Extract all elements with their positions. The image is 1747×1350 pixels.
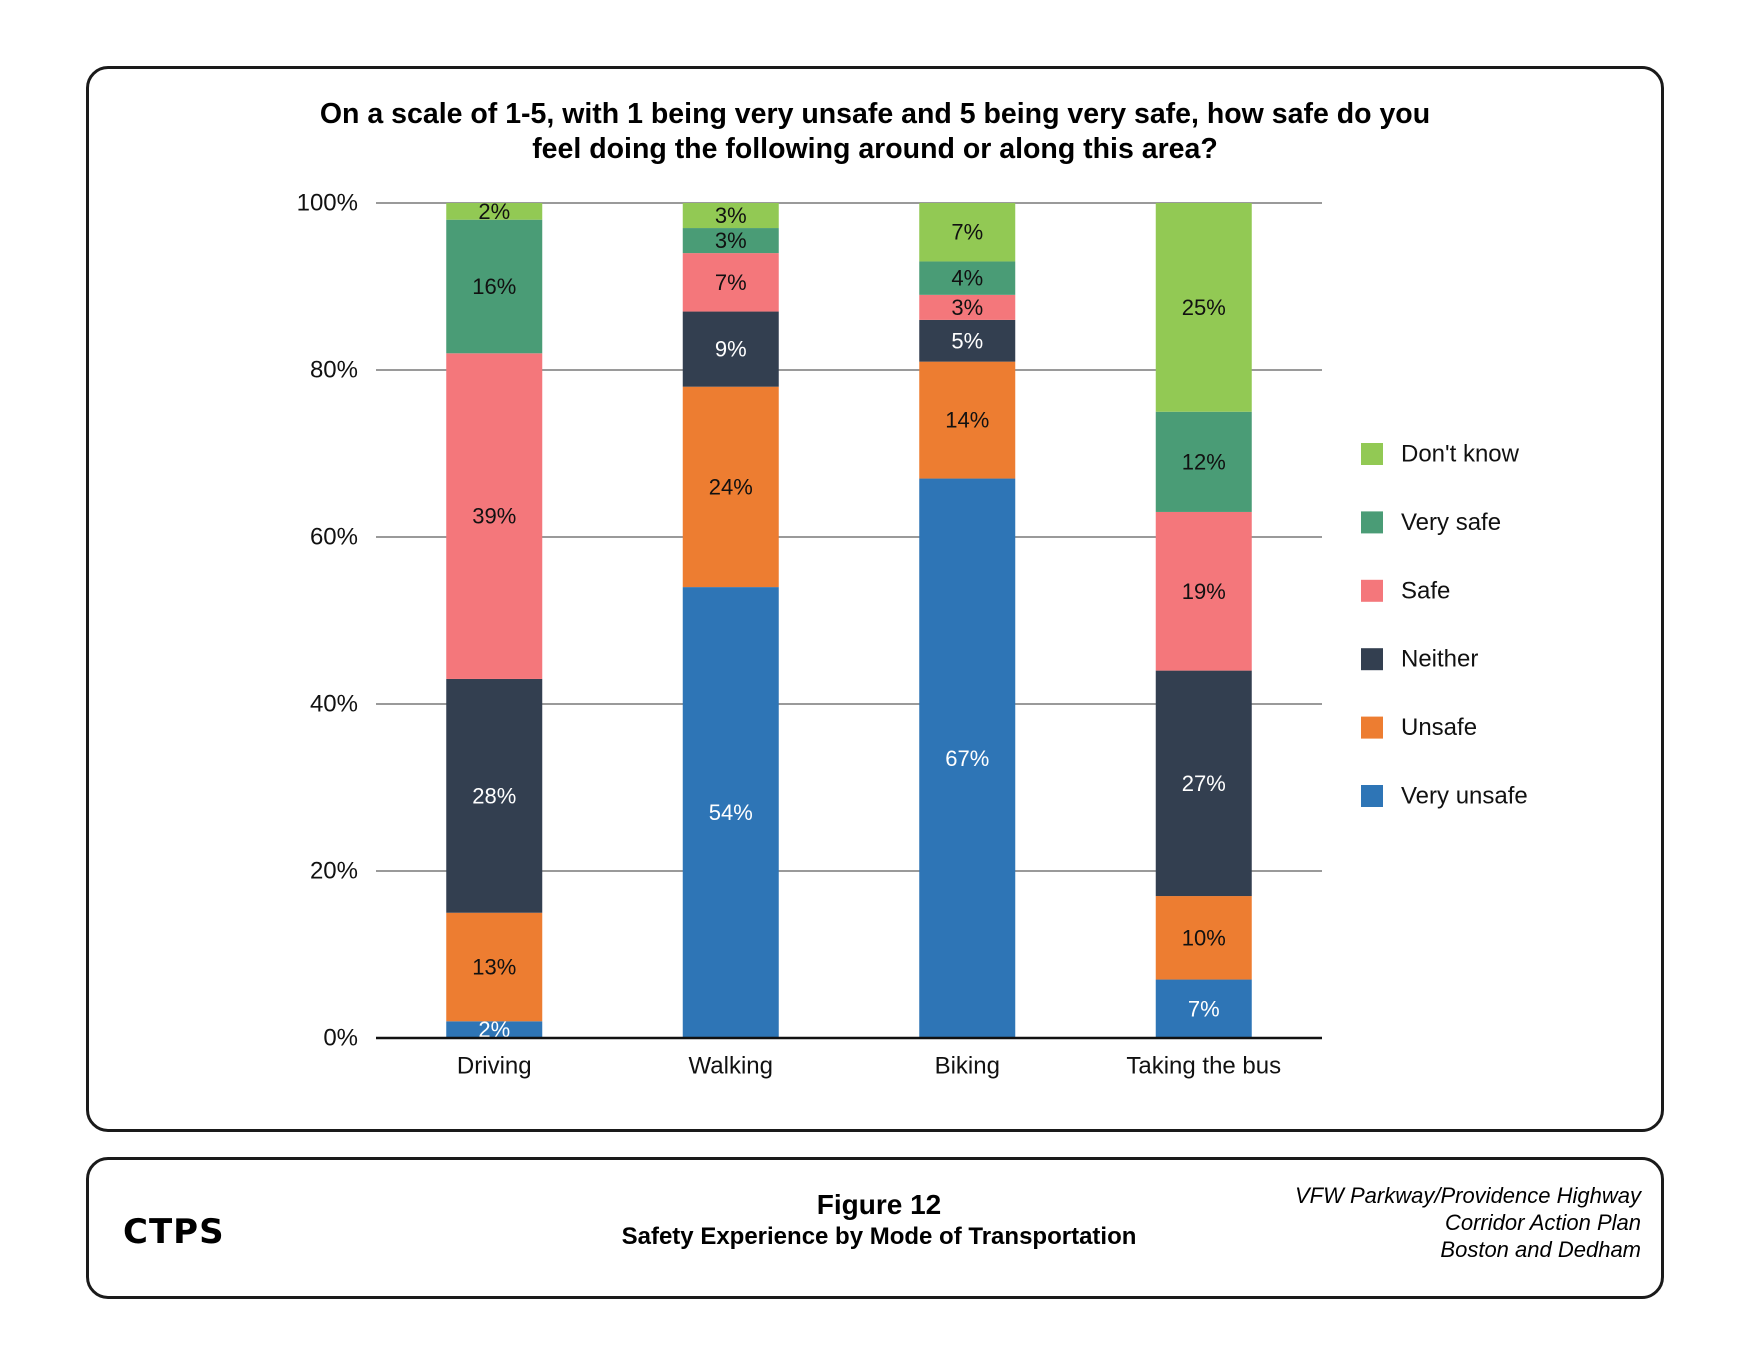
data-label: 7% <box>715 270 747 295</box>
bar-segment <box>682 253 779 312</box>
bar-segment <box>682 386 779 588</box>
data-label: 27% <box>1182 771 1226 796</box>
legend-label: Very unsafe <box>1401 783 1528 810</box>
chart-title-line-1: On a scale of 1-5, with 1 being very uns… <box>319 98 1431 130</box>
report-line-3: Boston and Dedham <box>1440 1237 1641 1262</box>
legend-swatch <box>1361 785 1383 807</box>
legend-label: Don't know <box>1401 441 1520 468</box>
bar-segment <box>919 203 1016 262</box>
data-label: 54% <box>709 800 753 825</box>
bar-segment <box>919 261 1016 295</box>
bar-segment <box>682 228 779 254</box>
y-tick-label: 40% <box>310 691 358 718</box>
bar-segment <box>682 203 779 229</box>
data-label: 16% <box>472 274 516 299</box>
ctps-logo: CTPS <box>123 1212 225 1252</box>
legend-swatch <box>1361 511 1383 534</box>
legend-label: Very safe <box>1401 509 1501 536</box>
report-line-2: Corridor Action Plan <box>1444 1210 1641 1235</box>
x-tick-label: Biking <box>935 1053 1000 1080</box>
bar-segment <box>919 294 1016 320</box>
bar-segment <box>446 912 543 1022</box>
chart-panel: On a scale of 1-5, with 1 being very uns… <box>86 66 1664 1132</box>
report-info: VFW Parkway/Providence Highway Corridor … <box>1295 1182 1641 1263</box>
data-label: 12% <box>1182 449 1226 474</box>
bar-segment <box>1155 670 1252 897</box>
data-label: 2% <box>478 199 510 224</box>
data-label: 14% <box>945 408 989 433</box>
data-label: 13% <box>472 955 516 980</box>
data-label: 3% <box>951 295 983 320</box>
legend-label: Safe <box>1401 577 1450 604</box>
data-label: 7% <box>1188 996 1220 1021</box>
bar-segment <box>1155 203 1252 412</box>
legend-label: Neither <box>1401 646 1478 673</box>
chart-title-line-2: feel doing the following around or along… <box>532 133 1218 165</box>
chart-title: On a scale of 1-5, with 1 being very uns… <box>89 97 1661 167</box>
legend-swatch <box>1361 716 1383 739</box>
stacked-bar-chart: 0%20%40%60%80%100%2%13%28%39%16%2%Drivin… <box>297 190 1528 1080</box>
legend-swatch <box>1361 443 1383 465</box>
y-tick-label: 60% <box>310 524 358 551</box>
data-label: 39% <box>472 504 516 529</box>
bar-segment <box>919 478 1016 1038</box>
data-label: 28% <box>472 783 516 808</box>
bar-segment <box>1155 511 1252 671</box>
data-label: 25% <box>1182 295 1226 320</box>
legend-swatch <box>1361 579 1383 602</box>
report-line-1: VFW Parkway/Providence Highway <box>1294 1183 1641 1208</box>
figure-caption: Safety Experience by Mode of Transportat… <box>621 1223 1137 1250</box>
data-label: 9% <box>715 337 747 362</box>
bar-segment <box>446 353 543 679</box>
bar-segment <box>446 203 543 220</box>
bar-segment <box>446 1021 543 1038</box>
y-tick-label: 0% <box>323 1025 358 1052</box>
data-label: 19% <box>1182 579 1226 604</box>
data-label: 24% <box>709 474 753 499</box>
bar-segment <box>919 319 1016 362</box>
x-tick-label: Walking <box>689 1053 773 1080</box>
data-label: 67% <box>945 746 989 771</box>
bar-segment <box>682 587 779 1038</box>
bar-segment <box>446 219 543 354</box>
legend-swatch <box>1361 648 1383 671</box>
x-tick-label: Driving <box>457 1053 532 1080</box>
y-tick-label: 20% <box>310 858 358 885</box>
data-label: 10% <box>1182 925 1226 950</box>
bar-segment <box>1155 896 1252 980</box>
data-label: 5% <box>951 328 983 353</box>
data-label: 7% <box>951 220 983 245</box>
x-tick-label: Taking the bus <box>1126 1053 1281 1080</box>
data-label: 3% <box>715 203 747 228</box>
figure-number: Figure 12 <box>816 1189 942 1220</box>
data-label: 3% <box>715 228 747 253</box>
legend-label: Unsafe <box>1401 714 1477 741</box>
bar-segment <box>919 361 1016 479</box>
figure-footer: CTPS Figure 12 Safety Experience by Mode… <box>86 1157 1664 1299</box>
bar-segment <box>1155 979 1252 1038</box>
bar-segment <box>682 311 779 387</box>
figure-caption-block: Figure 12 Safety Experience by Mode of T… <box>509 1188 1249 1252</box>
y-tick-label: 80% <box>310 357 358 384</box>
bar-segment <box>1155 411 1252 512</box>
data-label: 4% <box>951 266 983 291</box>
y-tick-label: 100% <box>297 190 358 217</box>
bar-segment <box>446 678 543 913</box>
